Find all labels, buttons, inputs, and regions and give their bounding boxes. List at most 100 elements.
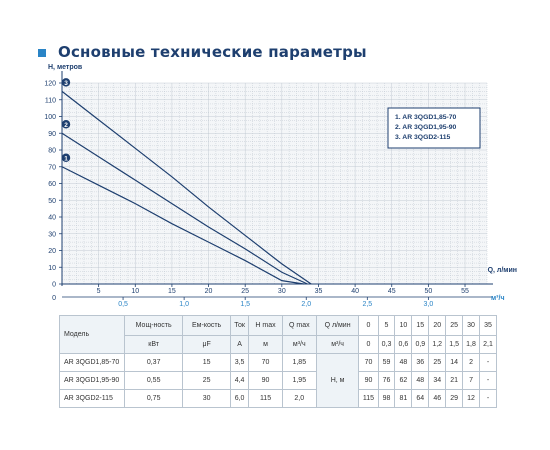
y-tick-label: 110 (45, 97, 56, 104)
cell-current: 4,4 (229, 371, 250, 390)
cell-head: - (478, 389, 498, 408)
y-tick-label: 90 (48, 131, 56, 138)
cell-model: AR 3QGD1,95-90 (59, 371, 125, 390)
chart-curves: 1 2 3 (61, 78, 312, 285)
cell-qmax: 2,0 (281, 389, 317, 408)
th-q-value: 10 (394, 315, 413, 336)
x-tick-label: 50 (424, 288, 432, 295)
y-axis-label: Н, метров (48, 64, 83, 71)
cell-head: 2 (462, 353, 480, 372)
y-tick-label: 30 (48, 231, 56, 238)
x2-tick-label: 3,0 (424, 301, 434, 308)
cell-capacitance: 30 (182, 389, 231, 408)
cell-head: 36 (411, 353, 430, 372)
m3-value: 0,6 (394, 335, 413, 354)
cell-head: 7 (462, 371, 480, 390)
unit-q: м³/ч (315, 335, 360, 354)
m3-value: 0,9 (411, 335, 430, 354)
legend-entry: 1. AR 3QGD1,85-70 (395, 114, 457, 121)
cell-head: 115 (358, 389, 379, 408)
y-tick-label: 0 (52, 282, 56, 289)
th-q-value: 0 (358, 315, 379, 336)
cell-hmax: 115 (248, 389, 283, 408)
cell-model: AR 3QGD1,85-70 (59, 353, 125, 372)
cell-current: 6,0 (229, 389, 250, 408)
cell-head: 14 (445, 353, 464, 372)
cell-qmax: 1,85 (281, 353, 317, 372)
curve-line (61, 132, 308, 285)
y-tick-label: 120 (44, 81, 56, 88)
m3-value: 1,2 (428, 335, 447, 354)
page-title: Основные технические параметры (58, 43, 367, 61)
curve-marker (61, 78, 71, 87)
x2-tick-label: 2,0 (301, 301, 311, 308)
performance-chart: 1 2 3 0 10 20 30 40 50 60 70 80 90 100 110 120 0 5 10 15 20… (44, 64, 517, 308)
x2-zero-label: 0 (52, 295, 56, 302)
x-tick-label: 20 (205, 288, 213, 295)
legend-box (387, 107, 481, 149)
x2-tick-label: 1,5 (240, 301, 250, 308)
th-qmax: Q max (281, 315, 317, 336)
cell-power: 0,55 (123, 371, 184, 390)
x-tick-label: 30 (278, 288, 286, 295)
curve-line (61, 90, 312, 285)
cell-head: 70 (358, 353, 379, 372)
th-hmax: H max (248, 315, 283, 336)
chart-legend: 1. AR 3QGD1,85-70 2. AR 3QGD1,95-90 3. AR … (387, 107, 481, 149)
cell-capacitance: 25 (182, 371, 231, 390)
cell-head: 81 (394, 389, 413, 408)
legend-entry: 2. AR 3QGD1,95-90 (395, 124, 457, 131)
th-capacitance: Ем-кость (182, 315, 231, 336)
cell-power: 0,75 (123, 389, 184, 408)
cell-model: AR 3QGD2-115 (59, 389, 125, 408)
x-axis-label: Q, л/мин (488, 267, 517, 274)
curve-line (61, 166, 304, 285)
x-tick-label: 45 (388, 288, 396, 295)
x2-tick-label: 1,0 (179, 301, 189, 308)
cell-head: 62 (394, 371, 413, 390)
cell-head: 48 (394, 353, 413, 372)
cell-head: 64 (411, 389, 430, 408)
cell-head: 21 (445, 371, 464, 390)
x-tick-label: 40 (351, 288, 359, 295)
x-tick-label: 55 (461, 288, 469, 295)
title-bullet (38, 49, 46, 57)
curve-marker-label: 3 (64, 80, 68, 87)
y-tick-label: 100 (44, 114, 56, 121)
unit-qmax: м³/ч (281, 335, 317, 354)
th-current: Ток (229, 315, 250, 336)
unit-current: A (229, 335, 250, 354)
th-q-value: 15 (411, 315, 430, 336)
cell-head: 29 (445, 389, 464, 408)
curve-marker-label: 2 (64, 122, 68, 129)
cell-head: - (478, 371, 498, 390)
x-tick-label: 35 (315, 288, 323, 295)
cell-head-label: Н, м (315, 353, 360, 408)
x-tick-label: 10 (131, 288, 139, 295)
x2-axis-label: м³/ч (491, 295, 505, 302)
y-tick-label: 80 (48, 148, 56, 155)
cell-head: 34 (428, 371, 447, 390)
th-q-value: 20 (428, 315, 447, 336)
y-tick-label: 20 (48, 248, 56, 255)
m3-value: 1,8 (462, 335, 480, 354)
curve-marker (61, 153, 71, 162)
y-tick-label: 70 (48, 164, 56, 171)
y-tick-label: 50 (48, 198, 56, 205)
chart-axes (59, 71, 493, 300)
spec-table: Модель Мощ-ность Ем-кость Ток H max Q ma… (59, 315, 498, 408)
m3-value: 0 (358, 335, 379, 354)
th-q-value: 35 (478, 315, 498, 336)
th-q: Q л/мин (315, 315, 360, 336)
th-q-value: 30 (462, 315, 480, 336)
cell-hmax: 70 (248, 353, 283, 372)
cell-power: 0,37 (123, 353, 184, 372)
cell-head: 48 (411, 371, 430, 390)
cell-current: 3,5 (229, 353, 250, 372)
m3-value: 1,5 (445, 335, 464, 354)
unit-power: кВт (123, 335, 184, 354)
table-row: AR 3QGD2-115 0,75 30 6,0 115 2,0 115 98 … (59, 389, 498, 408)
m3-value: 0,3 (377, 335, 396, 354)
cell-head: 98 (377, 389, 396, 408)
legend-entry: 3. AR 3QGD2-115 (395, 134, 451, 141)
